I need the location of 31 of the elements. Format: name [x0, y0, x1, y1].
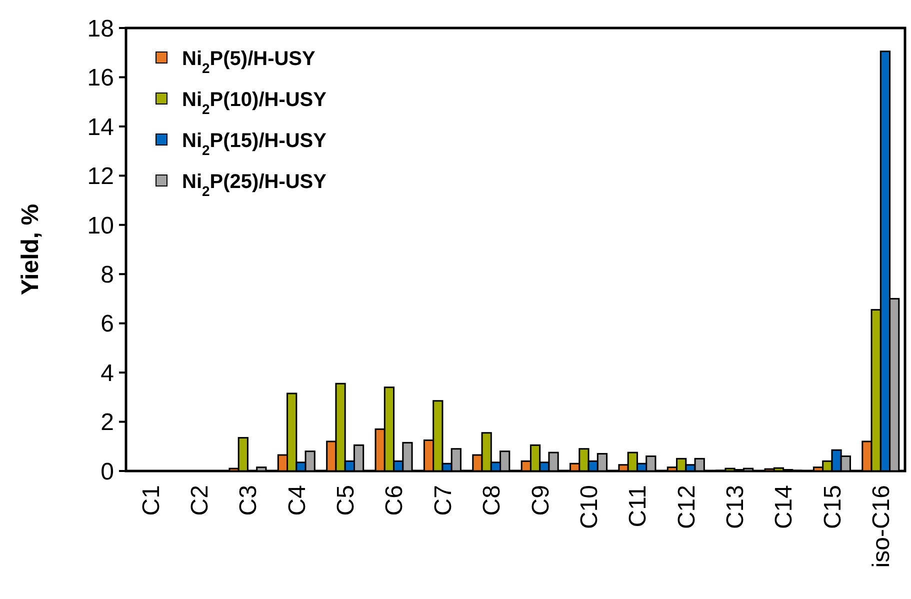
x-tick-label: iso-C16	[868, 485, 896, 568]
x-tick-label: C9	[527, 485, 554, 516]
x-tick-label: C1	[138, 485, 165, 516]
y-tick-label: 0	[100, 458, 114, 486]
y-axis-title: Yield, %	[17, 204, 44, 296]
x-tick-label: C13	[722, 485, 749, 530]
legend-label: Ni$_{2}$P(15)/H-USY	[182, 130, 328, 158]
y-tick-label: 4	[100, 360, 114, 387]
y-tick-label: 8	[100, 262, 114, 289]
x-tick-label: C4	[284, 485, 311, 516]
x-tick-label: C14	[770, 485, 798, 530]
x-tick-label: C5	[332, 485, 360, 516]
y-tick-label: 16	[87, 64, 114, 92]
x-tick-label: C6	[381, 485, 408, 516]
x-tick-label: C11	[624, 485, 652, 528]
x-tick-label: C10	[576, 485, 603, 530]
y-tick-label: 18	[87, 15, 114, 42]
y-tick-label: 12	[87, 163, 114, 190]
x-tick-label: C2	[186, 485, 214, 516]
x-tick-label: C3	[235, 485, 262, 516]
legend-label: Ni$_{2}$P(25)/H-USY	[182, 171, 328, 199]
y-tick-label: 14	[87, 114, 114, 141]
x-tick-label: C7	[430, 485, 457, 516]
y-tick-label: 10	[87, 212, 114, 240]
legend-label: Ni$_{2}$P(5)/H-USY	[182, 48, 316, 76]
legend-label: Ni$_{2}$P(10)/H-USY	[182, 89, 328, 117]
y-tick-label: 6	[100, 310, 114, 338]
x-tick-label: C12	[673, 485, 700, 530]
y-tick-label: 2	[100, 409, 114, 436]
x-tick-label: C15	[819, 485, 846, 530]
x-tick-label: C8	[478, 485, 506, 516]
